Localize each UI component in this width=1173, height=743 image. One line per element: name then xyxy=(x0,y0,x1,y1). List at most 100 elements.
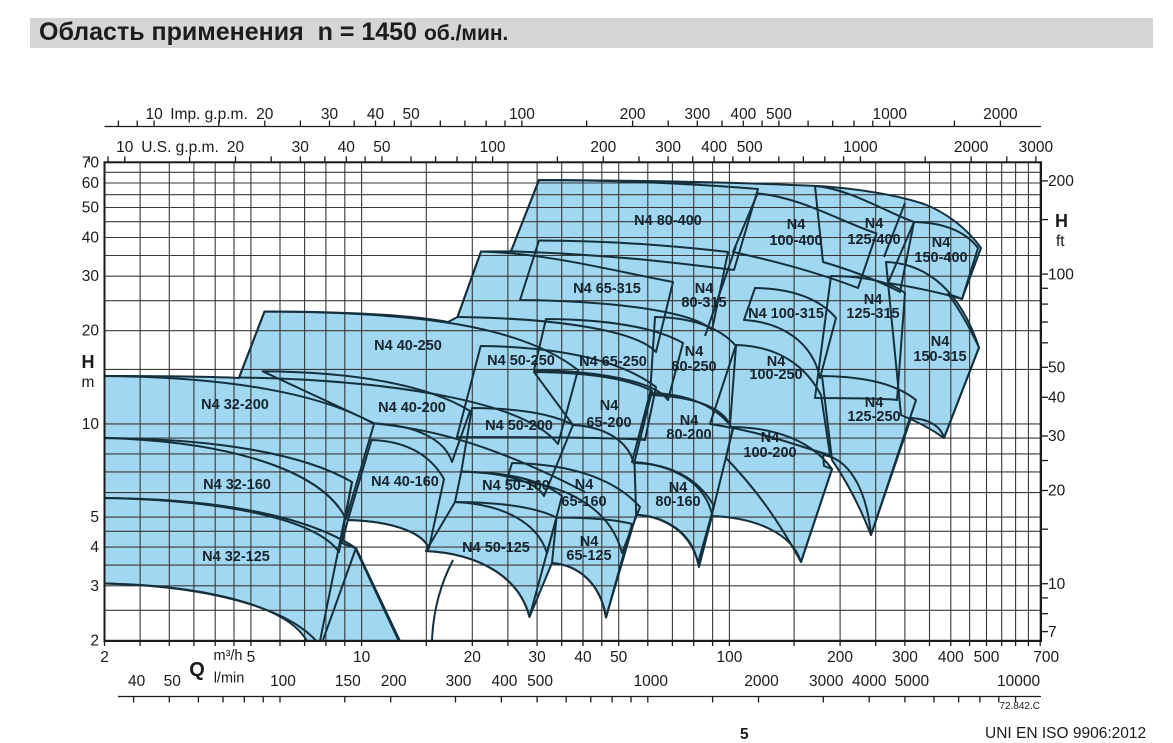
svg-text:500: 500 xyxy=(974,649,1000,666)
svg-text:20: 20 xyxy=(82,323,100,340)
svg-text:150: 150 xyxy=(335,673,361,690)
svg-text:U.S. g.p.m.: U.S. g.p.m. xyxy=(141,139,219,156)
svg-text:N4 100-315: N4 100-315 xyxy=(748,306,824,322)
svg-text:5: 5 xyxy=(90,509,99,526)
svg-text:150-315: 150-315 xyxy=(913,349,966,365)
svg-text:N4 65-315: N4 65-315 xyxy=(573,281,641,297)
svg-text:500: 500 xyxy=(737,139,763,156)
svg-text:100: 100 xyxy=(716,649,742,666)
svg-text:200: 200 xyxy=(827,649,853,666)
svg-text:700: 700 xyxy=(1033,649,1059,666)
svg-text:200: 200 xyxy=(590,139,616,156)
svg-text:N4: N4 xyxy=(695,281,714,297)
svg-text:20: 20 xyxy=(227,139,245,156)
svg-text:10000: 10000 xyxy=(997,673,1040,690)
svg-text:m³/h: m³/h xyxy=(214,648,243,664)
svg-text:3000: 3000 xyxy=(809,673,844,690)
svg-text:100-250: 100-250 xyxy=(749,367,802,383)
svg-text:200: 200 xyxy=(620,106,646,123)
svg-text:N4: N4 xyxy=(931,334,950,350)
svg-text:5000: 5000 xyxy=(895,673,930,690)
svg-text:500: 500 xyxy=(527,673,553,690)
svg-text:30: 30 xyxy=(292,139,310,156)
svg-text:Q: Q xyxy=(189,659,205,681)
svg-text:200: 200 xyxy=(1048,173,1074,190)
svg-text:50: 50 xyxy=(1048,360,1066,377)
svg-text:N4 50-160: N4 50-160 xyxy=(482,478,550,494)
svg-text:65-200: 65-200 xyxy=(586,415,631,431)
svg-text:N4 65-250: N4 65-250 xyxy=(579,354,647,370)
svg-text:400: 400 xyxy=(730,106,756,123)
svg-text:N4 50-200: N4 50-200 xyxy=(485,418,553,434)
svg-text:300: 300 xyxy=(684,106,710,123)
svg-text:100: 100 xyxy=(480,139,506,156)
svg-text:1000: 1000 xyxy=(634,673,669,690)
svg-text:10: 10 xyxy=(1048,576,1066,593)
svg-text:N4: N4 xyxy=(865,216,884,232)
svg-text:N4 80-400: N4 80-400 xyxy=(634,213,702,229)
svg-text:80-315: 80-315 xyxy=(681,295,726,311)
svg-text:30: 30 xyxy=(82,268,100,285)
svg-text:N4: N4 xyxy=(575,477,594,493)
svg-text:50: 50 xyxy=(82,200,100,217)
svg-text:100: 100 xyxy=(1048,266,1074,283)
svg-text:N4: N4 xyxy=(864,292,883,308)
svg-text:100-200: 100-200 xyxy=(743,445,796,461)
svg-text:400: 400 xyxy=(701,139,727,156)
svg-text:10: 10 xyxy=(82,416,100,433)
svg-text:Imp. g.p.m.: Imp. g.p.m. xyxy=(170,106,248,123)
svg-text:3000: 3000 xyxy=(1019,139,1054,156)
svg-text:N4 40-200: N4 40-200 xyxy=(378,400,446,416)
svg-text:70: 70 xyxy=(82,154,100,171)
svg-text:2000: 2000 xyxy=(983,106,1018,123)
svg-text:2: 2 xyxy=(90,632,99,649)
svg-text:50: 50 xyxy=(402,106,420,123)
svg-text:N4 40-160: N4 40-160 xyxy=(371,474,439,490)
svg-text:30: 30 xyxy=(528,649,546,666)
svg-text:N4: N4 xyxy=(680,413,699,429)
svg-text:40: 40 xyxy=(82,230,100,247)
svg-text:125-400: 125-400 xyxy=(847,232,900,248)
svg-text:40: 40 xyxy=(367,106,385,123)
svg-text:N4: N4 xyxy=(865,395,884,411)
svg-text:N4 32-160: N4 32-160 xyxy=(203,477,271,493)
svg-text:N4: N4 xyxy=(669,480,688,496)
svg-text:400: 400 xyxy=(491,673,517,690)
svg-text:1000: 1000 xyxy=(872,106,907,123)
svg-text:N4 50-250: N4 50-250 xyxy=(487,353,555,369)
svg-text:4000: 4000 xyxy=(852,673,887,690)
svg-text:72.842.C: 72.842.C xyxy=(999,701,1040,712)
svg-text:l/min: l/min xyxy=(214,671,245,687)
svg-text:40: 40 xyxy=(1048,390,1066,407)
svg-text:80-250: 80-250 xyxy=(671,359,716,375)
svg-text:40: 40 xyxy=(574,649,592,666)
svg-text:2: 2 xyxy=(100,649,109,666)
svg-text:50: 50 xyxy=(610,649,628,666)
svg-text:65-125: 65-125 xyxy=(566,548,611,564)
svg-text:N4 32-200: N4 32-200 xyxy=(201,397,269,413)
svg-text:200: 200 xyxy=(381,673,407,690)
svg-text:80-200: 80-200 xyxy=(666,427,711,443)
svg-text:2000: 2000 xyxy=(954,139,989,156)
svg-text:7: 7 xyxy=(1048,624,1057,641)
svg-text:40: 40 xyxy=(338,139,356,156)
svg-text:N4: N4 xyxy=(761,430,780,446)
svg-text:10: 10 xyxy=(145,106,163,123)
svg-text:10: 10 xyxy=(116,139,134,156)
svg-text:100: 100 xyxy=(509,106,535,123)
svg-text:N4: N4 xyxy=(685,344,704,360)
svg-text:30: 30 xyxy=(321,106,339,123)
svg-text:4: 4 xyxy=(90,539,99,556)
svg-text:50: 50 xyxy=(373,139,391,156)
svg-text:30: 30 xyxy=(1048,428,1066,445)
svg-text:500: 500 xyxy=(766,106,792,123)
svg-text:300: 300 xyxy=(446,673,472,690)
svg-text:100: 100 xyxy=(270,673,296,690)
svg-text:N4: N4 xyxy=(767,354,786,370)
svg-text:5: 5 xyxy=(247,649,256,666)
svg-text:60: 60 xyxy=(82,175,100,192)
svg-text:20: 20 xyxy=(256,106,274,123)
svg-text:N4: N4 xyxy=(580,534,599,550)
svg-text:80-160: 80-160 xyxy=(655,494,700,510)
svg-text:10: 10 xyxy=(353,649,371,666)
